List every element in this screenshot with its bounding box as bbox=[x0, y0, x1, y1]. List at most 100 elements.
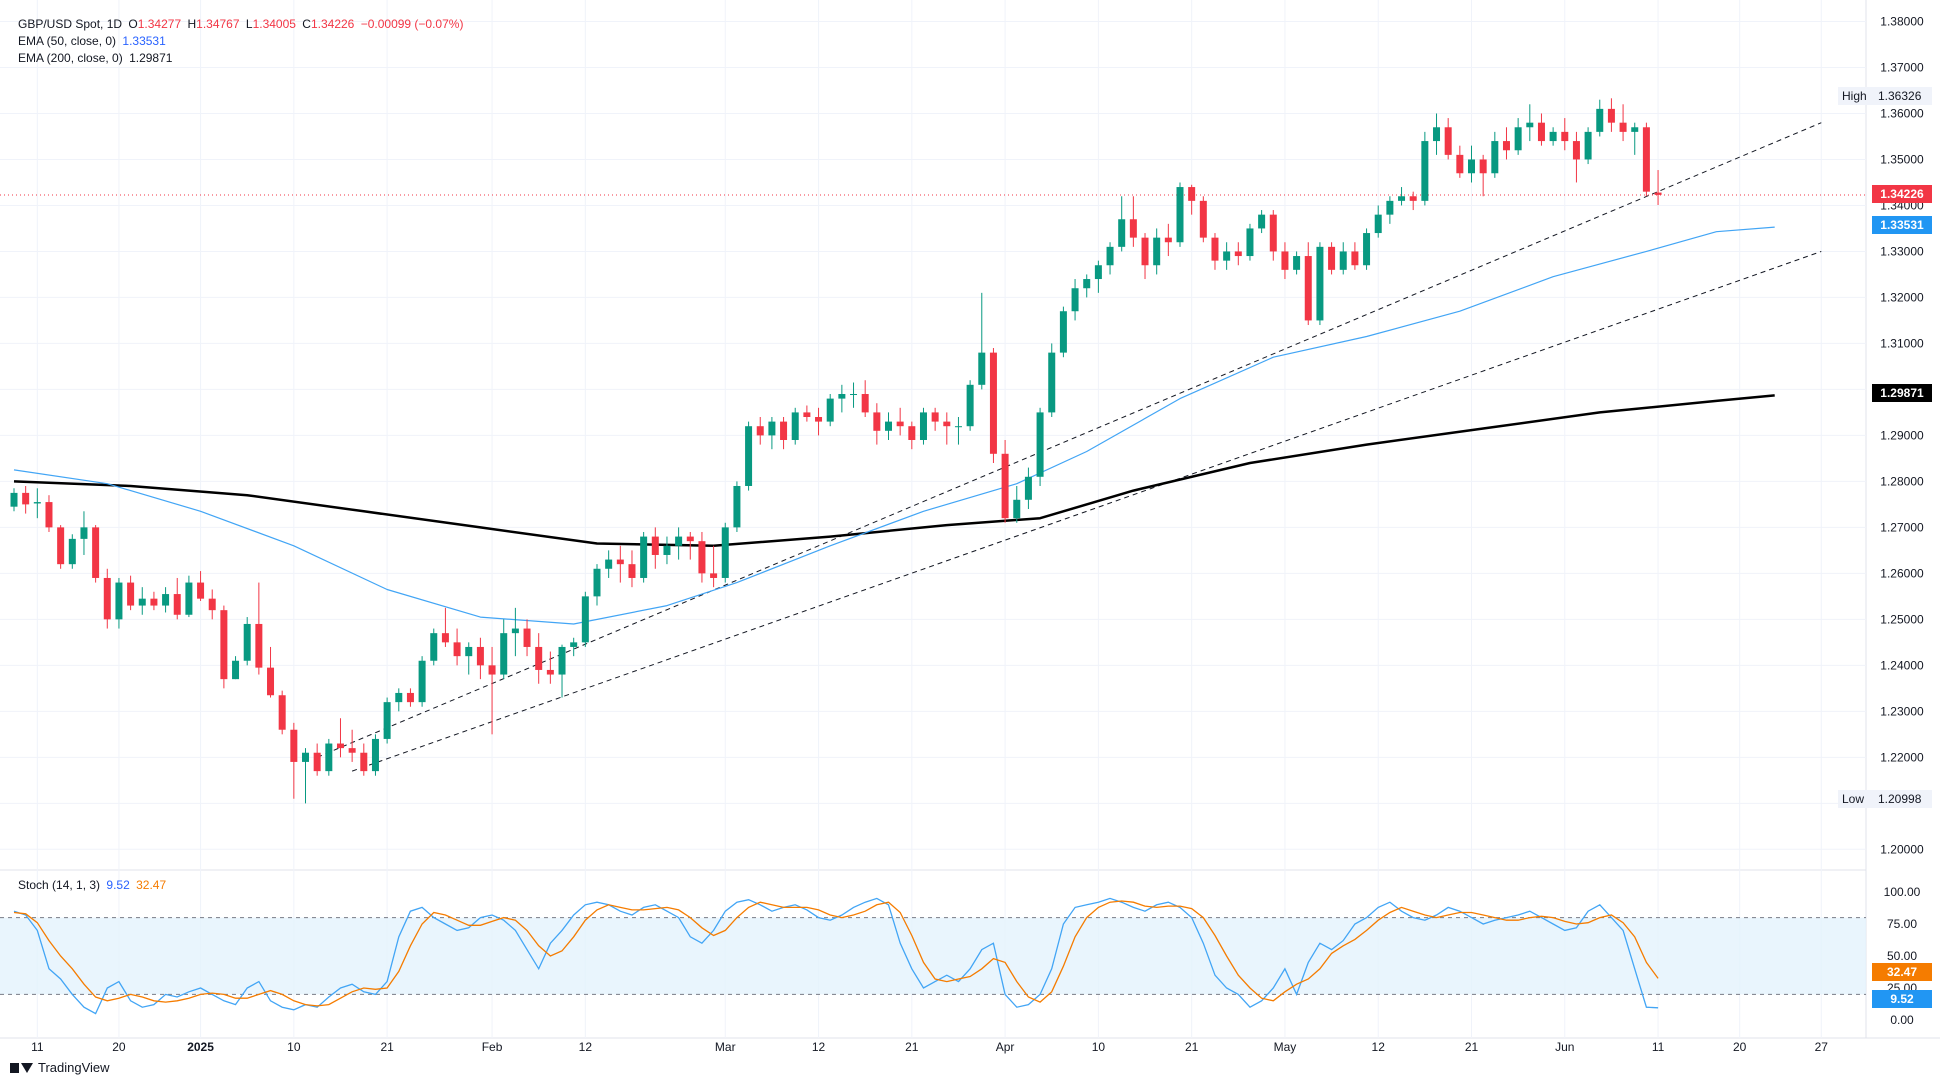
candle-body bbox=[558, 646, 566, 675]
candle-body bbox=[651, 536, 659, 555]
stoch-d-tag: 32.47 bbox=[1872, 963, 1932, 981]
ema50-value: 1.33531 bbox=[122, 34, 166, 48]
candle-body bbox=[1199, 200, 1207, 238]
candle-body bbox=[243, 623, 251, 661]
candle-body bbox=[92, 527, 100, 578]
candle-body bbox=[103, 577, 111, 620]
candle-body bbox=[1013, 499, 1021, 519]
time-tick-label: Apr bbox=[996, 1040, 1015, 1054]
price-tick-label: 1.22000 bbox=[1880, 750, 1924, 764]
candle-body bbox=[616, 559, 624, 565]
candle-body bbox=[22, 492, 30, 505]
candle-body bbox=[33, 502, 41, 504]
candle-body bbox=[1293, 256, 1301, 270]
candle-body bbox=[628, 564, 636, 578]
candle-body bbox=[815, 417, 823, 422]
candle-body bbox=[640, 536, 648, 578]
time-tick-label: 12 bbox=[1372, 1040, 1386, 1054]
candle-body bbox=[861, 394, 869, 413]
candle-body bbox=[1339, 251, 1347, 270]
candle-body bbox=[1631, 127, 1639, 132]
candle-body bbox=[208, 598, 216, 611]
low-marker-value: 1.20998 bbox=[1878, 792, 1922, 806]
candle-body bbox=[1269, 214, 1277, 252]
stoch-tick-label: 0.00 bbox=[1890, 1013, 1914, 1027]
stoch-d-value: 32.47 bbox=[136, 878, 167, 892]
time-tick-label: 11 bbox=[31, 1040, 44, 1054]
tradingview-logo[interactable]: TradingView bbox=[10, 1060, 110, 1075]
candle-body bbox=[348, 748, 356, 753]
stoch-k-tag: 9.52 bbox=[1872, 990, 1932, 1008]
candle-body bbox=[546, 669, 554, 675]
candle-body bbox=[919, 412, 927, 440]
candle-body bbox=[1433, 127, 1441, 142]
ema200-legend-row: EMA (200, close, 0) 1.29871 bbox=[18, 50, 175, 66]
candle-body bbox=[675, 536, 683, 546]
open-label: O bbox=[128, 17, 138, 31]
candle-body bbox=[1374, 214, 1382, 234]
price-tick-label: 1.35000 bbox=[1880, 152, 1924, 166]
time-tick-label: Feb bbox=[482, 1040, 503, 1054]
candle-body bbox=[1549, 131, 1557, 142]
candle-body bbox=[406, 692, 414, 703]
high-value: 1.34767 bbox=[196, 17, 240, 31]
candle-body bbox=[127, 582, 135, 606]
time-tick-label: May bbox=[1274, 1040, 1297, 1054]
high-marker-label: High bbox=[1842, 89, 1867, 103]
time-tick-label: 20 bbox=[112, 1040, 126, 1054]
stoch-k-value: 9.52 bbox=[106, 878, 130, 892]
candle-body bbox=[1409, 196, 1417, 201]
stoch-d-line bbox=[13, 900, 1659, 1007]
time-tick-label: 12 bbox=[812, 1040, 826, 1054]
candle-body bbox=[1223, 251, 1231, 261]
candle-body bbox=[1572, 141, 1580, 160]
close-value: 1.34226 bbox=[310, 17, 355, 31]
candle-body bbox=[173, 594, 181, 615]
candle-body bbox=[896, 421, 904, 427]
candle-body bbox=[1059, 311, 1067, 353]
time-tick-label: 21 bbox=[380, 1040, 394, 1054]
candle-body bbox=[908, 426, 916, 440]
candle-body bbox=[138, 598, 146, 606]
price-tick-label: 1.32000 bbox=[1880, 290, 1924, 304]
tradingview-logo-icon bbox=[10, 1061, 33, 1075]
candle-body bbox=[500, 633, 508, 675]
candle-body bbox=[570, 642, 578, 647]
candle-body bbox=[1421, 141, 1429, 201]
candle-body bbox=[1444, 127, 1452, 155]
candle-body bbox=[1596, 108, 1604, 132]
candle-body bbox=[488, 665, 496, 675]
candle-body bbox=[1619, 122, 1627, 132]
last-price-tag: 1.34226 bbox=[1872, 185, 1932, 203]
candle-body bbox=[535, 646, 543, 670]
candle-body bbox=[1642, 127, 1650, 192]
candle-body bbox=[68, 538, 76, 565]
time-tick-label: 21 bbox=[1465, 1040, 1479, 1054]
stoch-legend-row: Stoch (14, 1, 3) 9.52 32.47 bbox=[18, 877, 169, 893]
time-tick-label: 2025 bbox=[187, 1040, 214, 1054]
candle-body bbox=[57, 527, 65, 565]
candle-body bbox=[1246, 228, 1254, 257]
stoch-tick-label: 100.00 bbox=[1884, 885, 1921, 899]
low-value: 1.34005 bbox=[252, 17, 296, 31]
candle-body bbox=[45, 502, 53, 528]
candle-body bbox=[1351, 251, 1359, 266]
stoch-tick-label: 50.00 bbox=[1887, 949, 1917, 963]
high-marker-value: 1.36326 bbox=[1878, 89, 1922, 103]
candle-body bbox=[721, 527, 729, 578]
open-value: 1.34277 bbox=[137, 17, 182, 31]
candle-body bbox=[873, 412, 881, 431]
price-tick-label: 1.38000 bbox=[1880, 14, 1924, 28]
candle-body bbox=[1176, 187, 1184, 243]
time-tick-label: Mar bbox=[715, 1040, 736, 1054]
candle-body bbox=[581, 596, 589, 643]
low-marker-label: Low bbox=[1842, 792, 1865, 806]
low-marker: Low 1.20998 bbox=[1838, 790, 1932, 808]
candle-body bbox=[1502, 141, 1510, 151]
ema200-label: EMA (200, close, 0) bbox=[18, 51, 123, 65]
candle-body bbox=[826, 398, 834, 422]
low-label: L bbox=[245, 17, 253, 31]
candle-body bbox=[1537, 122, 1545, 142]
price-tick-label: 1.28000 bbox=[1880, 474, 1924, 488]
